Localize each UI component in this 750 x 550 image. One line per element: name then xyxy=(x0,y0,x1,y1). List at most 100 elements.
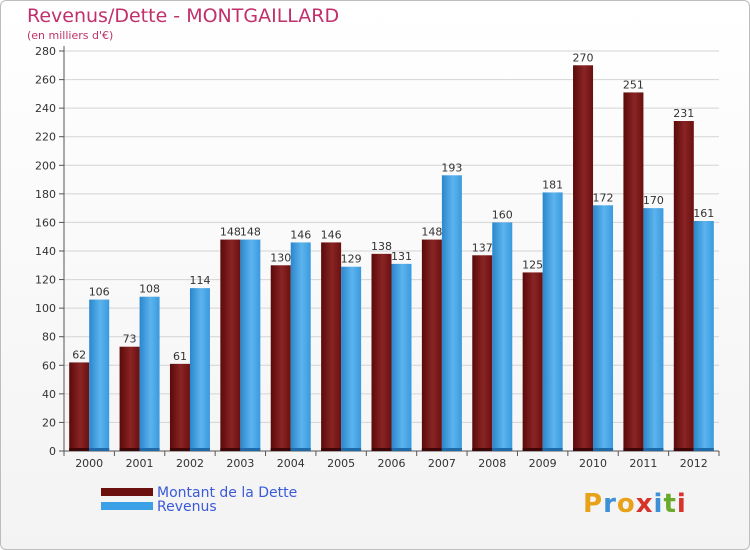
x-tick-label: 2004 xyxy=(277,457,305,470)
data-label: 193 xyxy=(441,161,462,174)
y-tick-label: 140 xyxy=(35,245,56,258)
x-tick-label: 2011 xyxy=(629,457,657,470)
logo-letter: i xyxy=(676,489,687,519)
bar-base-shade xyxy=(119,448,140,451)
bar-base-shade xyxy=(573,448,594,451)
chart-subtitle: (en milliers d'€) xyxy=(27,29,114,42)
bar-dette xyxy=(270,265,291,451)
bar-revenus xyxy=(89,299,110,451)
logo-letter: r xyxy=(603,489,617,519)
bar-revenus xyxy=(341,266,362,451)
x-tick-label: 2001 xyxy=(126,457,154,470)
data-label: 148 xyxy=(421,226,442,239)
bar-dette xyxy=(522,272,543,451)
bar-dette xyxy=(321,242,342,451)
bar-base-shade xyxy=(623,448,644,451)
bar-base-shade xyxy=(492,448,513,451)
bar-base-shade xyxy=(240,448,261,451)
bar-revenus xyxy=(593,205,614,451)
bar-revenus xyxy=(391,263,412,451)
bar-base-shade xyxy=(69,448,90,451)
bar-base-shade xyxy=(673,448,694,451)
bar-revenus xyxy=(139,296,160,451)
data-label: 270 xyxy=(573,51,594,64)
legend-swatch-debt xyxy=(101,488,153,496)
bar-base-shade xyxy=(189,448,210,451)
bar-dette xyxy=(472,255,493,451)
x-tick-label: 2003 xyxy=(226,457,254,470)
x-tick-label: 2000 xyxy=(75,457,103,470)
y-tick-label: 60 xyxy=(42,359,56,372)
bar-base-shade xyxy=(270,448,291,451)
bar-base-shade xyxy=(169,448,190,451)
logo-letter: t xyxy=(663,489,677,519)
bar-revenus xyxy=(290,242,311,451)
y-tick-label: 40 xyxy=(42,388,56,401)
data-label: 61 xyxy=(173,350,187,363)
x-tick-label: 2009 xyxy=(529,457,557,470)
legend-label-revenus: Revenus xyxy=(157,499,217,515)
bar-dette xyxy=(220,239,241,451)
y-tick-label: 260 xyxy=(35,74,56,87)
x-tick-label: 2002 xyxy=(176,457,204,470)
x-tick-label: 2008 xyxy=(478,457,506,470)
bar-base-shade xyxy=(89,448,110,451)
data-label: 125 xyxy=(522,258,543,271)
logo-letter: o xyxy=(616,489,636,519)
bar-dette xyxy=(119,346,140,451)
bar-dette xyxy=(573,65,594,452)
x-tick-label: 2012 xyxy=(680,457,708,470)
bar-base-shade xyxy=(371,448,392,451)
y-tick-label: 80 xyxy=(42,331,56,344)
bar-dette xyxy=(169,363,190,451)
data-label: 138 xyxy=(371,240,392,253)
x-tick-label: 2005 xyxy=(327,457,355,470)
data-label: 160 xyxy=(492,208,513,221)
bar-base-shade xyxy=(341,448,362,451)
bar-base-shade xyxy=(139,448,160,451)
legend-label-debt: Montant de la Dette xyxy=(157,485,298,501)
data-label: 137 xyxy=(472,241,493,254)
x-tick-label: 2010 xyxy=(579,457,607,470)
y-tick-label: 120 xyxy=(35,274,56,287)
bar-dette xyxy=(421,239,442,451)
logo-letter: P xyxy=(583,489,604,519)
logo-letter: x xyxy=(635,489,654,519)
bar-base-shade xyxy=(290,448,311,451)
bar-base-shade xyxy=(643,448,664,451)
data-label: 146 xyxy=(321,228,342,241)
y-tick-label: 0 xyxy=(49,445,56,458)
data-label: 170 xyxy=(643,194,664,207)
logo-letter: i xyxy=(653,489,664,519)
bar-base-shade xyxy=(593,448,614,451)
bar-base-shade xyxy=(421,448,442,451)
bar-revenus xyxy=(643,208,664,451)
data-label: 172 xyxy=(593,191,614,204)
data-label: 62 xyxy=(72,348,86,361)
data-label: 148 xyxy=(220,226,241,239)
y-tick-label: 200 xyxy=(35,159,56,172)
bar-base-shade xyxy=(693,448,714,451)
y-tick-label: 160 xyxy=(35,216,56,229)
y-tick-label: 240 xyxy=(35,102,56,115)
data-label: 148 xyxy=(240,226,261,239)
bar-revenus xyxy=(492,222,513,451)
bar-base-shade xyxy=(321,448,342,451)
bar-base-shade xyxy=(220,448,241,451)
bar-dette xyxy=(673,121,694,451)
data-label: 231 xyxy=(673,107,694,120)
bar-revenus xyxy=(240,239,261,451)
data-label: 146 xyxy=(290,228,311,241)
data-label: 161 xyxy=(693,207,714,220)
bar-revenus xyxy=(693,221,714,451)
bar-base-shade xyxy=(542,448,563,451)
y-tick-label: 100 xyxy=(35,302,56,315)
data-label: 114 xyxy=(189,274,210,287)
data-label: 251 xyxy=(623,78,644,91)
legend-swatch-revenus xyxy=(101,502,153,510)
proxiti-logo: Proxiti xyxy=(583,489,687,519)
bar-dette xyxy=(623,92,644,451)
y-tick-label: 20 xyxy=(42,416,56,429)
